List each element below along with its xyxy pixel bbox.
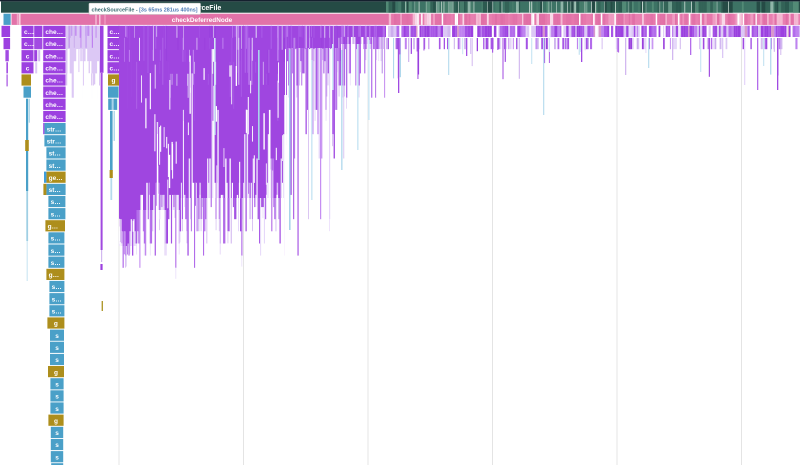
svg-text:che…: che… (45, 114, 63, 121)
svg-text:g: g (54, 321, 58, 328)
svg-text:s: s (55, 454, 59, 461)
svg-text:s: s (55, 345, 59, 352)
svg-text:c…: c… (24, 29, 34, 36)
svg-text:g…: g… (48, 224, 58, 231)
svg-text:che…: che… (45, 102, 63, 109)
svg-text:s: s (55, 430, 59, 437)
svg-text:che…: che… (45, 66, 63, 73)
svg-text:checkSourceFile - [3s 65ms 281: checkSourceFile - [3s 65ms 281us 400ns] (92, 8, 198, 14)
svg-text:c: c (26, 53, 30, 60)
svg-text:s: s (55, 406, 59, 413)
svg-text:st…: st… (49, 163, 61, 170)
svg-text:s…: s… (51, 199, 61, 206)
svg-text:che…: che… (45, 29, 63, 36)
svg-text:st…: st… (49, 187, 61, 194)
svg-text:s: s (55, 333, 59, 340)
svg-text:s: s (55, 394, 59, 401)
svg-text:st…: st… (49, 151, 61, 158)
svg-text:c…: c… (110, 66, 120, 73)
svg-text:c…: c… (110, 41, 120, 48)
svg-text:che…: che… (45, 53, 63, 60)
svg-text:c…: c… (110, 53, 120, 60)
svg-text:str…: str… (47, 139, 62, 146)
svg-text:s…: s… (51, 211, 61, 218)
svg-text:s: s (55, 382, 59, 389)
svg-text:ge…: ge… (49, 175, 63, 182)
svg-text:g: g (112, 78, 116, 85)
svg-text:s…: s… (52, 309, 62, 316)
svg-text:s: s (55, 357, 59, 364)
svg-text:s…: s… (52, 284, 62, 291)
svg-text:g: g (54, 369, 58, 376)
svg-text:s: s (55, 442, 59, 449)
svg-text:g: g (54, 418, 58, 425)
svg-text:str…: str… (47, 126, 62, 133)
svg-text:che…: che… (45, 90, 63, 97)
svg-text:che…: che… (45, 78, 63, 85)
svg-text:g…: g… (49, 272, 59, 279)
svg-text:s…: s… (51, 236, 61, 243)
svg-text:c…: c… (110, 29, 120, 36)
svg-text:che…: che… (45, 41, 63, 48)
svg-text:c…: c… (24, 41, 34, 48)
svg-text:checkDeferredNode: checkDeferredNode (172, 17, 233, 24)
svg-text:s…: s… (52, 296, 62, 303)
svg-text:c: c (26, 66, 30, 73)
svg-text:s…: s… (51, 248, 61, 255)
svg-text:s…: s… (51, 260, 61, 267)
